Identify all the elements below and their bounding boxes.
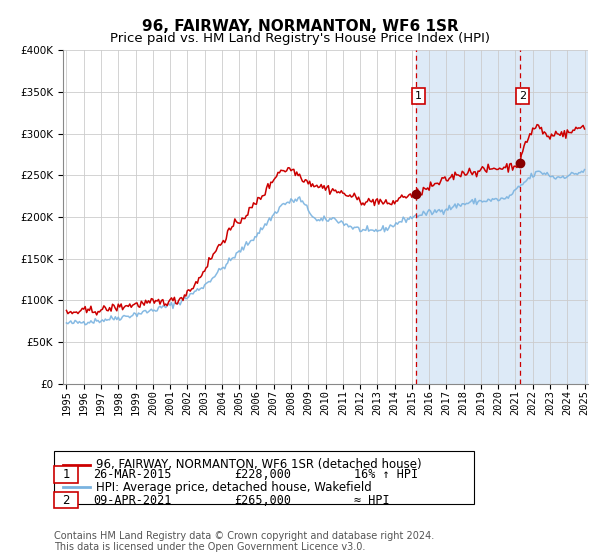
Text: 2: 2 (519, 91, 526, 101)
Text: £228,000: £228,000 (234, 468, 291, 482)
Text: 1: 1 (415, 91, 422, 101)
Text: Contains HM Land Registry data © Crown copyright and database right 2024.
This d: Contains HM Land Registry data © Crown c… (54, 531, 434, 553)
Text: 96, FAIRWAY, NORMANTON, WF6 1SR (detached house): 96, FAIRWAY, NORMANTON, WF6 1SR (detache… (96, 458, 422, 472)
Text: 2: 2 (62, 493, 70, 507)
Text: £265,000: £265,000 (234, 493, 291, 507)
Text: 96, FAIRWAY, NORMANTON, WF6 1SR: 96, FAIRWAY, NORMANTON, WF6 1SR (142, 19, 458, 34)
Text: 16% ↑ HPI: 16% ↑ HPI (354, 468, 418, 482)
Text: HPI: Average price, detached house, Wakefield: HPI: Average price, detached house, Wake… (96, 480, 372, 494)
Text: 1: 1 (62, 468, 70, 482)
Text: 26-MAR-2015: 26-MAR-2015 (93, 468, 172, 482)
Text: Price paid vs. HM Land Registry's House Price Index (HPI): Price paid vs. HM Land Registry's House … (110, 32, 490, 45)
Text: ≈ HPI: ≈ HPI (354, 493, 389, 507)
Bar (416, 50, 600, 384)
Text: 09-APR-2021: 09-APR-2021 (93, 493, 172, 507)
